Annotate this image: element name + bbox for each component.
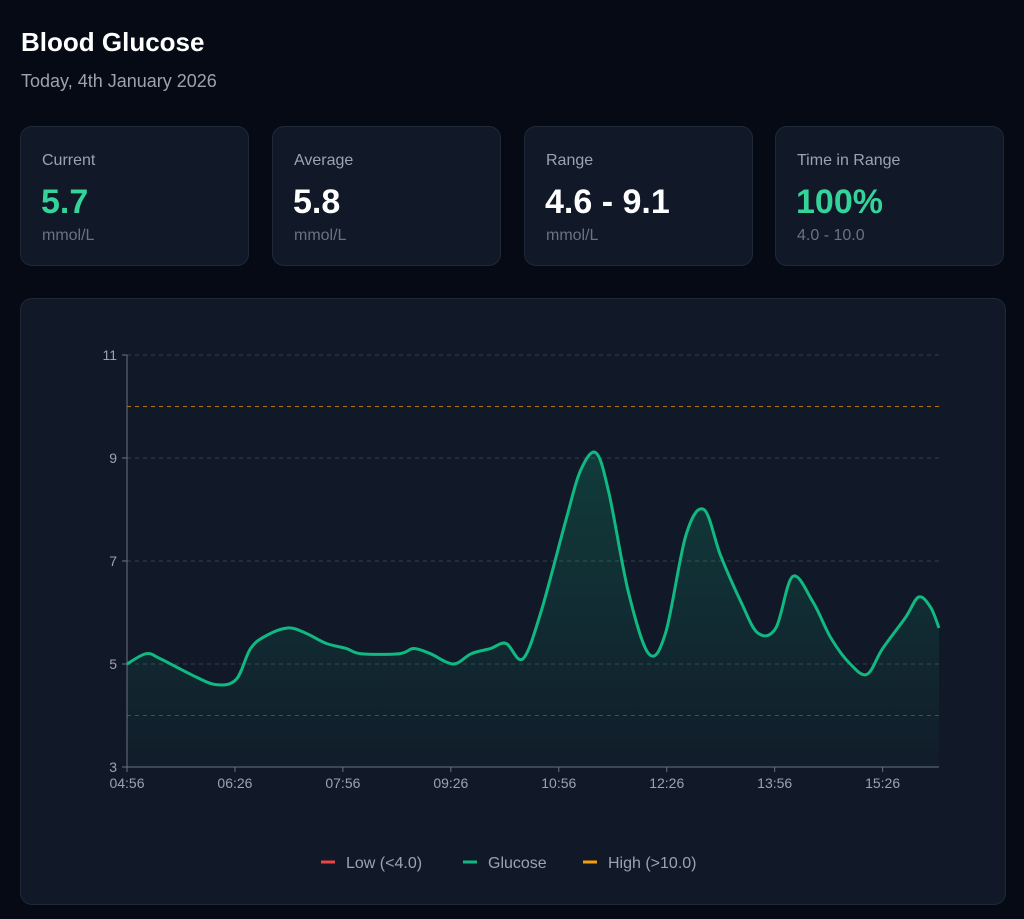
x-tick-label: 09:26 xyxy=(433,775,468,791)
glucose-area xyxy=(127,452,939,767)
card-label: Average xyxy=(294,152,354,169)
chart-panel: 3 5 7 9 11 04:56 06:26 07:56 09:26 10:56 12:26 13:5… xyxy=(20,298,1006,905)
x-tick-label: 15:26 xyxy=(865,775,900,791)
legend-label: Low (<4.0) xyxy=(346,855,422,872)
card-unit: mmol/L xyxy=(42,227,95,244)
x-tick-label: 04:56 xyxy=(109,775,144,791)
y-tick-label: 5 xyxy=(109,656,117,672)
current-card: Current 5.7 mmol/L xyxy=(20,126,249,266)
average-card: Average 5.8 mmol/L xyxy=(272,126,501,266)
card-label: Range xyxy=(546,152,594,169)
y-tick-label: 11 xyxy=(102,347,117,363)
date-subtitle: Today, 4th January 2026 xyxy=(21,71,217,91)
card-value: 4.6 - 9.1 xyxy=(545,183,670,221)
card-label: Time in Range xyxy=(797,152,901,169)
y-tick-label: 3 xyxy=(109,759,117,775)
y-tick-label: 7 xyxy=(109,553,117,569)
x-tick-label: 06:26 xyxy=(217,775,252,791)
x-tick-label: 13:56 xyxy=(757,775,792,791)
card-unit: mmol/L xyxy=(546,227,599,244)
legend-label: High (>10.0) xyxy=(608,855,697,872)
card-unit: mmol/L xyxy=(294,227,347,244)
x-tick-label: 12:26 xyxy=(649,775,684,791)
page-title: Blood Glucose xyxy=(21,27,205,57)
card-value: 100% xyxy=(796,183,883,221)
card-unit: 4.0 - 10.0 xyxy=(797,227,865,244)
x-tick-label: 07:56 xyxy=(325,775,360,791)
x-tick-label: 10:56 xyxy=(541,775,576,791)
card-value: 5.8 xyxy=(293,183,341,221)
y-tick-label: 9 xyxy=(109,450,117,466)
card-label: Current xyxy=(42,152,96,169)
time-in-range-card: Time in Range 100% 4.0 - 10.0 xyxy=(775,126,1004,266)
card-value: 5.7 xyxy=(41,183,89,221)
glucose-line xyxy=(126,450,941,687)
legend-label: Glucose xyxy=(488,855,547,872)
glucose-chart: 3 5 7 9 11 04:56 06:26 07:56 09:26 10:56 12:26 13:5… xyxy=(102,347,941,872)
range-card: Range 4.6 - 9.1 mmol/L xyxy=(524,126,753,266)
